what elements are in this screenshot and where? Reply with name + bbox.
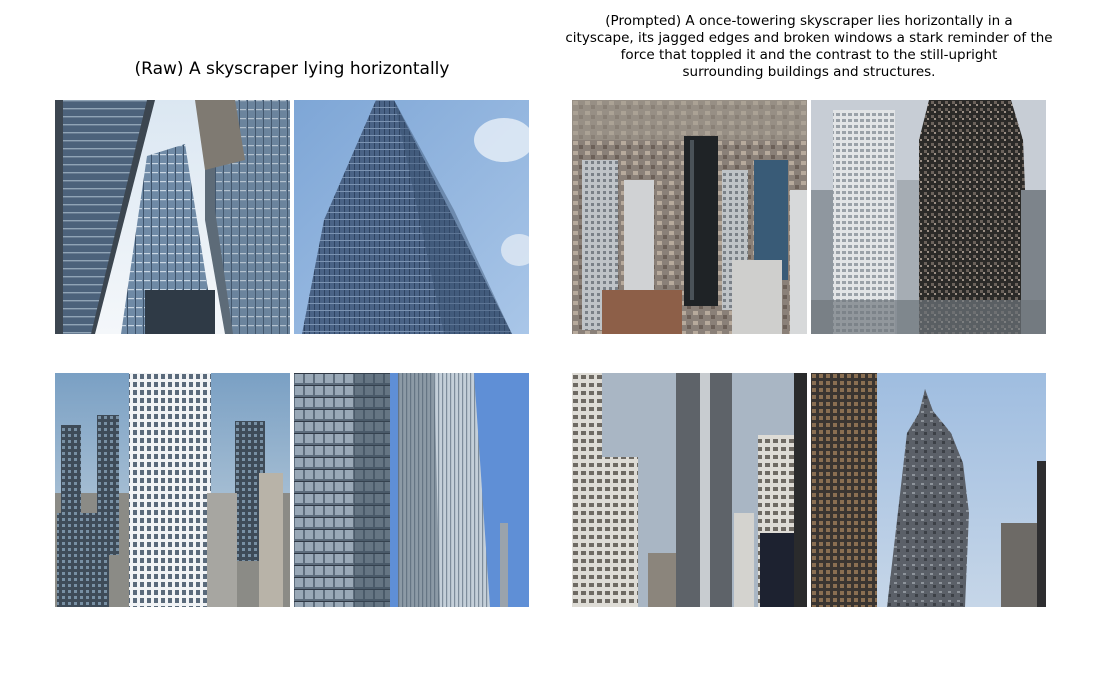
raw-image-1 xyxy=(55,100,290,334)
prompted-image-3 xyxy=(572,373,807,607)
raw-panel-title: (Raw) A skyscraper lying horizontally xyxy=(134,59,450,79)
prompted-panel-title: (Prompted) A once-towering skyscraper li… xyxy=(552,13,1066,81)
prompted-title-line-3: force that toppled it and the contrast t… xyxy=(620,47,998,63)
prompted-image-4 xyxy=(811,373,1046,607)
prompted-image-1 xyxy=(572,100,807,334)
prompted-image-1-art xyxy=(572,100,807,334)
raw-image-1-art xyxy=(55,100,290,334)
prompted-image-3-art xyxy=(572,373,807,607)
raw-image-2-art xyxy=(294,100,529,334)
prompted-image-4-art xyxy=(811,373,1046,607)
raw-image-2 xyxy=(294,100,529,334)
raw-image-3 xyxy=(55,373,290,607)
prompted-title-line-1: (Prompted) A once-towering skyscraper li… xyxy=(605,13,1013,29)
prompted-title-line-2: cityscape, its jagged edges and broken w… xyxy=(565,30,1053,46)
raw-image-4-art xyxy=(294,373,529,607)
raw-image-3-art xyxy=(55,373,290,607)
prompted-title-line-4: surrounding buildings and structures. xyxy=(682,64,936,80)
prompted-image-2 xyxy=(811,100,1046,334)
prompted-image-2-art xyxy=(811,100,1046,334)
raw-image-4 xyxy=(294,373,529,607)
